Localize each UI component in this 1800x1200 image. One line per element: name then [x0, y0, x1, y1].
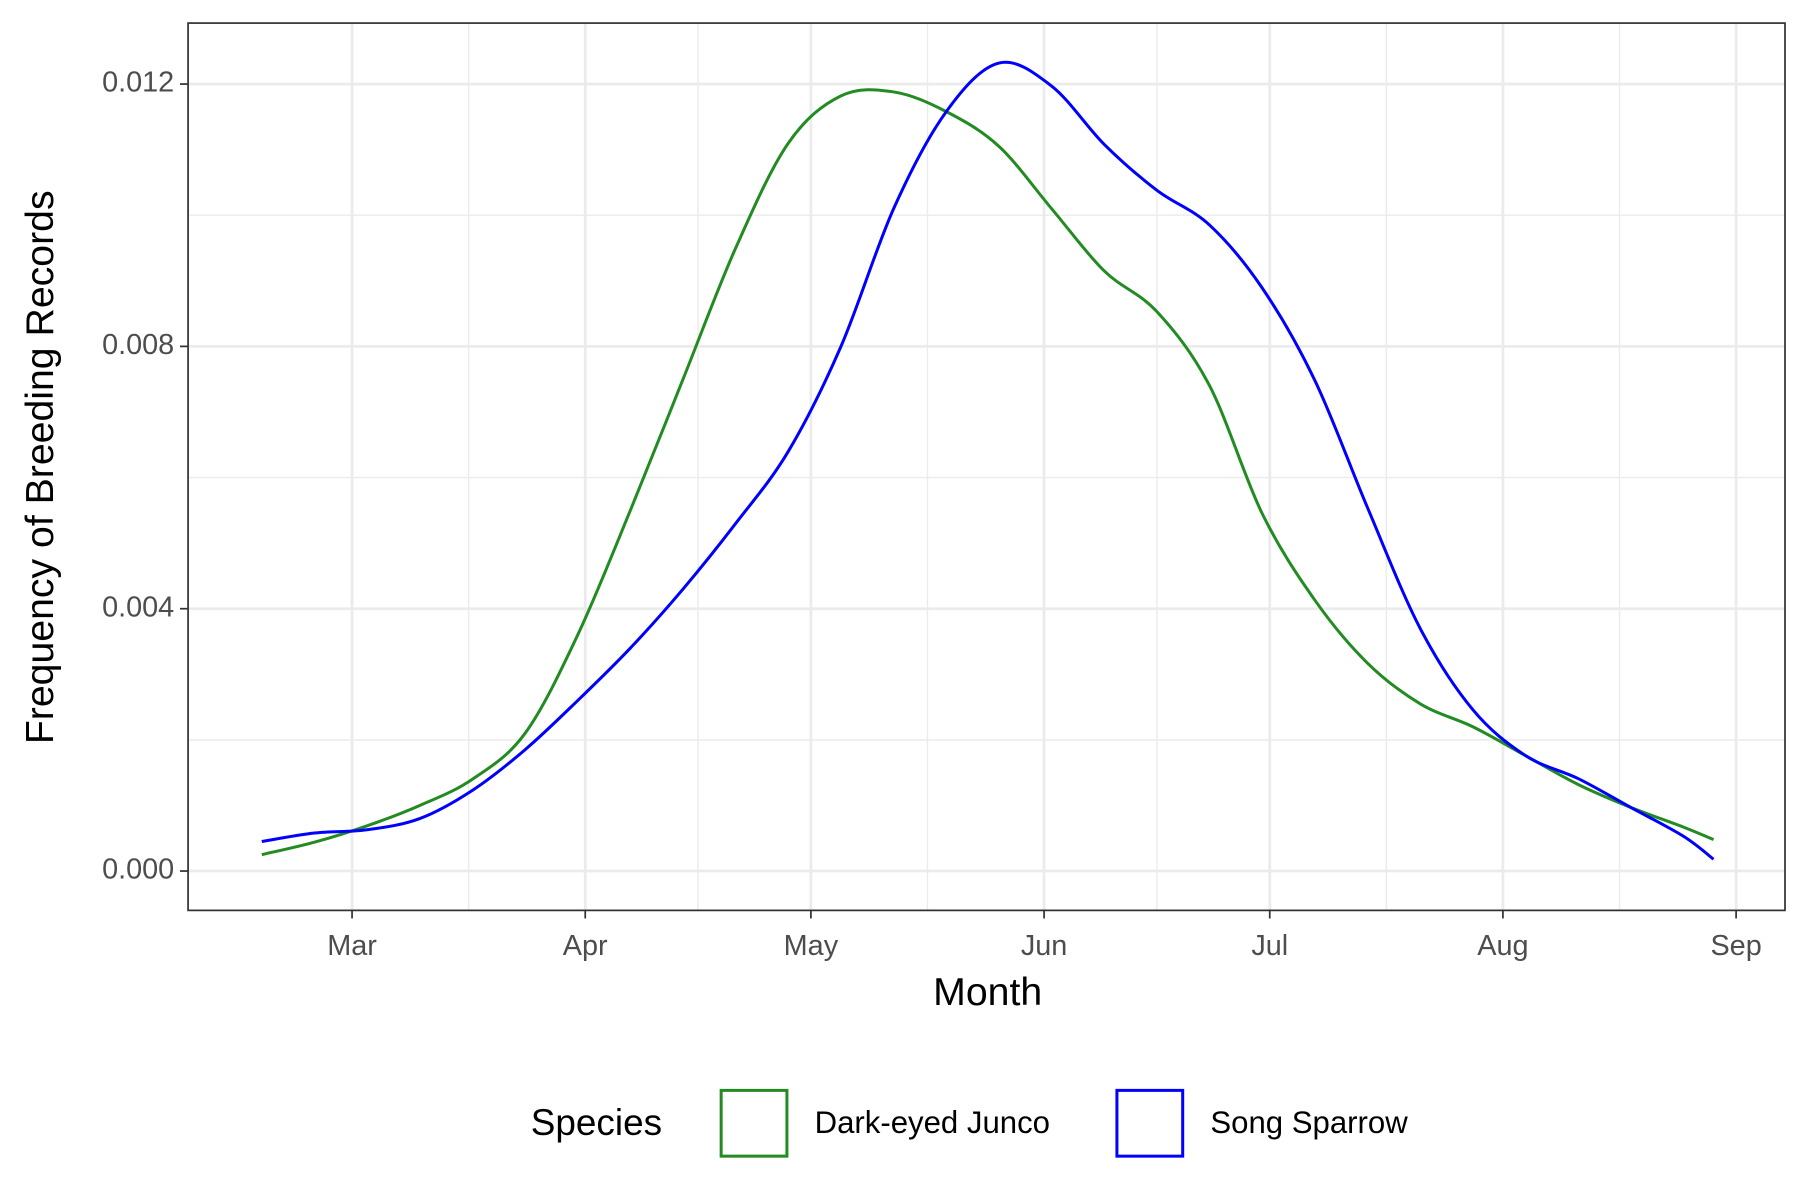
x-tick-label: Mar: [327, 930, 377, 962]
legend-label: Song Sparrow: [1210, 1105, 1408, 1140]
legend-label: Dark-eyed Junco: [815, 1105, 1050, 1140]
x-tick-label: Jul: [1251, 930, 1288, 962]
x-axis-title: Month: [933, 970, 1042, 1014]
plot-background: [188, 23, 1786, 911]
density-line: [261, 88, 1715, 857]
legend-key: [719, 1088, 789, 1158]
plot-border: [187, 22, 1786, 912]
legend-title: Species: [531, 1102, 662, 1143]
x-tick-label: Sep: [1710, 930, 1761, 962]
y-tick-label: 0.012: [102, 67, 174, 99]
density-line: [261, 60, 1715, 861]
x-tick-label: Apr: [563, 930, 608, 962]
x-tick-label: Jun: [1021, 930, 1067, 962]
y-tick-label: 0.004: [102, 591, 174, 623]
y-tick-label: 0.008: [102, 329, 174, 361]
legend-key: [1115, 1088, 1185, 1158]
y-tick-label: 0.000: [102, 854, 174, 886]
y-axis-title: Frequency of Breeding Records: [18, 190, 62, 744]
x-tick-label: Aug: [1477, 930, 1528, 962]
x-tick-label: May: [784, 930, 839, 962]
